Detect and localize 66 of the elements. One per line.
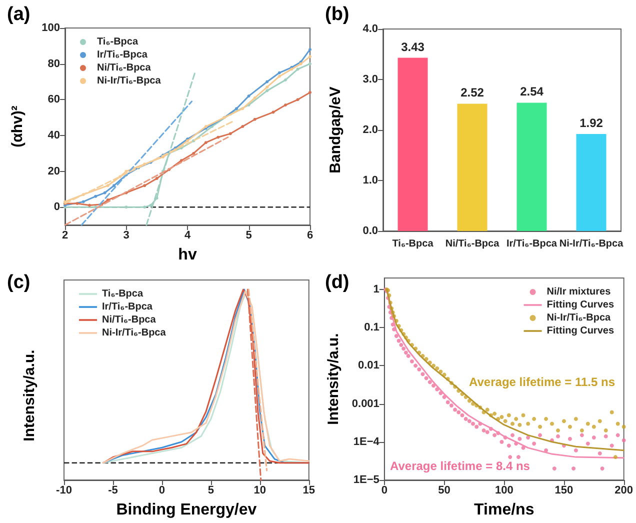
legend-label: Ti₆-Bpca — [102, 288, 144, 300]
legend-label: Ir/Ti₆-Bpca — [97, 50, 148, 60]
annotation: Average lifetime = 8.4 ns — [390, 459, 530, 473]
y-tick-label: 100 — [42, 22, 60, 34]
chart-title: (b) — [325, 4, 350, 25]
x-tick-label: 5 — [246, 230, 252, 242]
y-axis-title: (αhv)² — [9, 106, 26, 148]
x-tick-label: 150 — [554, 484, 574, 496]
y-tick-label: 20 — [48, 165, 60, 178]
y-tick-label: 40 — [48, 129, 60, 142]
chart-title: (a) — [7, 4, 30, 25]
y-tick-label: 4.0 — [362, 23, 378, 35]
annotation: Average lifetime = 11.5 ns — [469, 375, 616, 389]
x-tick-label: 5 — [208, 484, 214, 496]
x-tick-label: 0 — [158, 484, 166, 496]
chart-title: (d) — [325, 272, 350, 293]
legend-label: Ni/Ti₆-Bpca — [97, 62, 152, 74]
x-tick-label: Ir/Ti₆-Bpca — [506, 238, 558, 250]
x-tick-label: 0 — [381, 484, 388, 496]
legend-label: Ni/Ti₆-Bpca — [102, 314, 156, 326]
legend-label: Ir/Ti₆-Bpca — [102, 302, 153, 312]
y-tick-label: 0.01 — [358, 360, 380, 372]
y-axis-title: Bandgap/eV — [327, 86, 344, 174]
x-tick-label: Ni/Ti₆-Bpca — [445, 238, 500, 250]
x-tick-label: 2 — [62, 230, 68, 242]
y-axis-title: Intensity/a.u. — [325, 333, 342, 425]
x-tick-label: 15 — [302, 484, 316, 496]
x-tick-label: -10 — [56, 484, 72, 496]
x-tick-label: 6 — [306, 230, 314, 242]
data-label: 2.54 — [520, 84, 544, 99]
legend-label: Ni/Ir mixtures — [546, 286, 612, 298]
y-tick-label: 3.0 — [362, 74, 378, 86]
legend-label: Fitting Curves — [546, 326, 614, 336]
legend-label: Fitting Curves — [546, 300, 614, 310]
x-axis-title: Time/ns — [474, 502, 534, 518]
y-tick-label: 1 — [373, 283, 380, 296]
legend-label: Ni-Ir/Ti₆-Bpca — [102, 328, 166, 338]
y-tick-label: 0.0 — [362, 225, 378, 237]
y-tick-label: 1.0 — [362, 174, 378, 186]
x-tick-label: Ti₆-Bpca — [392, 238, 434, 250]
y-tick-label: 0.1 — [364, 322, 380, 334]
x-axis-title: Binding Energy/ev — [116, 502, 257, 518]
chart-title: (c) — [7, 272, 30, 293]
data-label: 2.52 — [460, 86, 484, 100]
data-label: 1.92 — [580, 116, 604, 130]
x-axis-title: hv — [178, 246, 197, 264]
y-tick-label: 0.001 — [352, 398, 380, 410]
y-tick-label: 2.0 — [362, 124, 378, 136]
x-tick-label: Ni-Ir/Ti₆-Bpca — [559, 238, 624, 250]
y-tick-label: 0 — [54, 201, 60, 214]
data-label: 3.43 — [401, 40, 425, 54]
x-tick-label: 10 — [254, 484, 266, 496]
y-tick-label: 1E−4 — [353, 436, 380, 448]
legend-label: Ti₆-Bpca — [97, 36, 138, 48]
x-tick-label: -5 — [108, 484, 118, 496]
y-tick-label: 1E−5 — [353, 474, 380, 486]
y-tick-label: 60 — [48, 94, 60, 106]
legend-label: Ni-Ir/Ti₆-Bpca — [97, 76, 162, 86]
x-tick-label: 200 — [614, 484, 634, 496]
x-tick-label: 100 — [494, 484, 514, 496]
x-tick-label: 3 — [123, 230, 130, 242]
x-tick-label: 50 — [438, 484, 450, 496]
y-tick-label: 80 — [48, 58, 60, 70]
x-tick-label: 4 — [184, 230, 192, 242]
y-axis-title: Intensity/a.u. — [21, 350, 38, 442]
legend-label: Ni-Ir/Ti₆-Bpca — [546, 312, 612, 324]
